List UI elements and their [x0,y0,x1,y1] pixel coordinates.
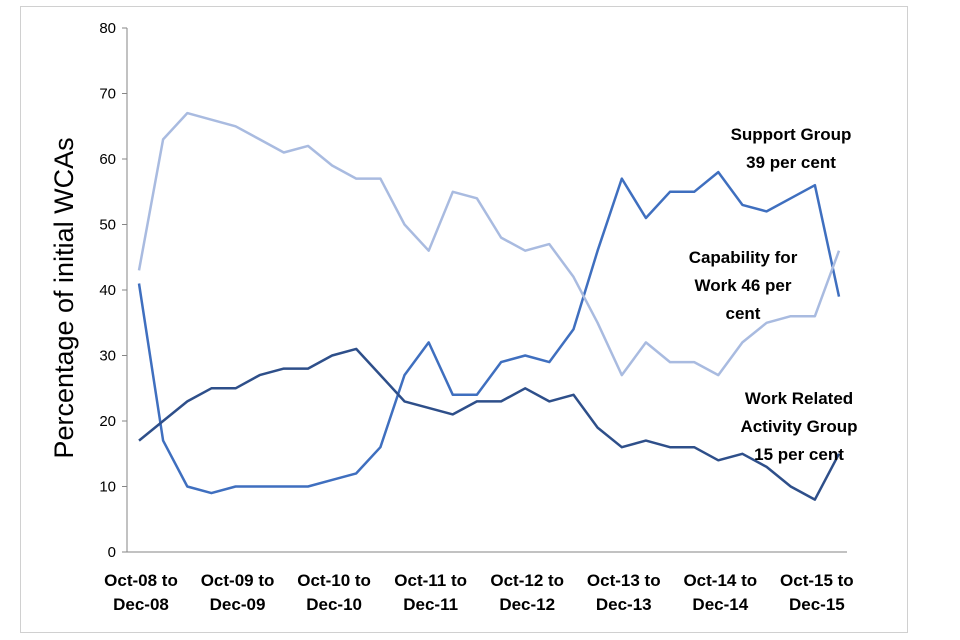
y-axis-label: Percentage of initial WCAs [49,137,79,458]
x-tick-label: Oct-09 to Dec-09 [201,571,275,614]
x-tick-label: Oct-14 to Dec-14 [683,571,757,614]
y-tick-label: 60 [99,151,116,168]
series-line-capability [137,111,841,377]
y-tick-label: 30 [99,348,116,365]
series-lines [137,111,841,501]
y-tick-label: 70 [99,86,116,103]
annotation-support: Support Group 39 per cent [731,125,852,172]
annotation-capability: Capability for Work 46 per cent [689,248,798,323]
x-tick-label: Oct-11 to Dec-11 [394,571,467,614]
y-ticks: 0 10 20 30 40 50 60 70 80 [99,20,127,561]
y-tick-label: 0 [108,544,116,561]
x-tick-label: Oct-10 to Dec-10 [297,571,371,614]
y-tick-label: 80 [99,20,116,37]
series-line-wrag [138,347,841,501]
line-chart: Percentage of initial WCAs 0 10 20 30 40 50 60… [49,20,858,614]
y-tick-label: 20 [99,413,116,430]
annotation-wrag: Work Related Activity Group 15 per cent [740,389,857,464]
x-ticks: Oct-08 to Dec-08 Oct-09 to Dec-09 Oct-10 to D… [104,571,854,614]
chart-frame: Percentage of initial WCAs 0 10 20 30 40 50 60… [20,6,908,633]
y-tick-label: 50 [99,217,116,234]
y-tick-label: 40 [99,282,116,299]
series-line-support [137,170,841,495]
x-tick-label: Oct-15 to Dec-15 [780,571,854,614]
x-tick-label: Oct-13 to Dec-13 [587,571,661,614]
x-tick-label: Oct-12 to Dec-12 [490,571,564,614]
x-tick-label: Oct-08 to Dec-08 [104,571,178,614]
y-axis-label-group: Percentage of initial WCAs [49,137,79,458]
y-tick-label: 10 [99,479,116,496]
annotations: Support Group 39 per cent Capability for Wo… [689,125,858,464]
